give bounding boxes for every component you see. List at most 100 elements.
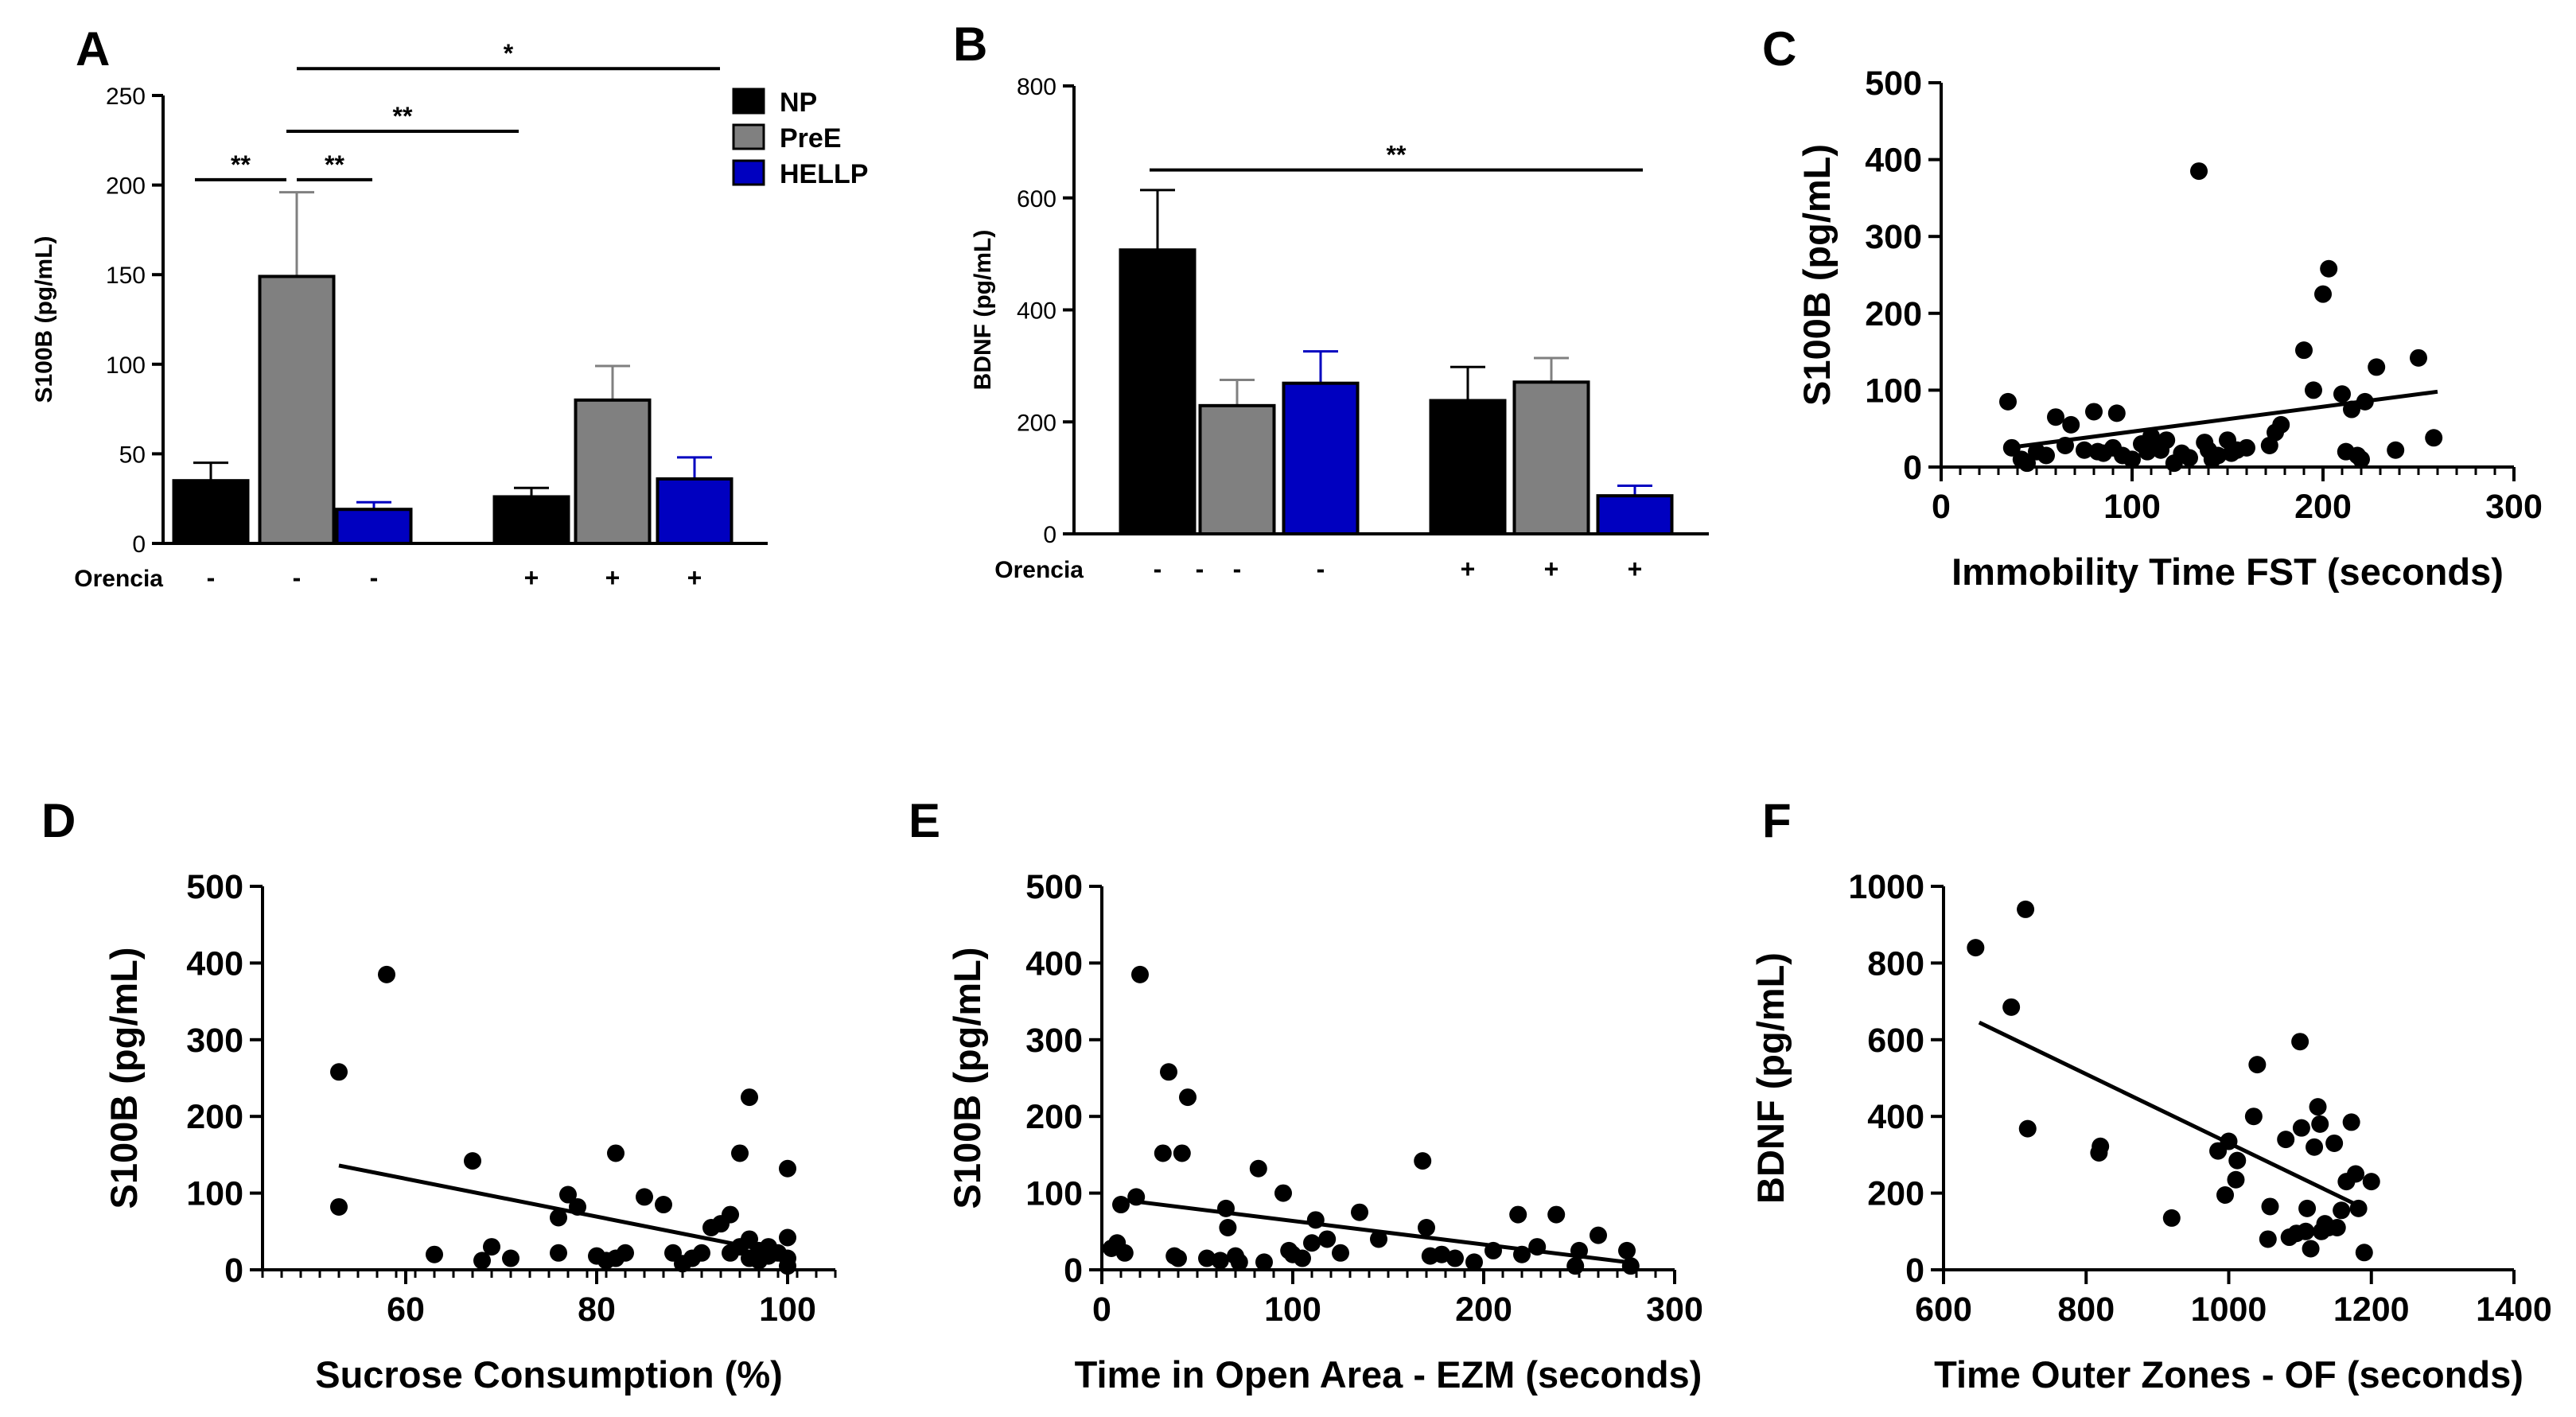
regression-line [1116,1197,1628,1264]
data-point [1446,1249,1464,1267]
data-point [731,1144,749,1162]
data-point [330,1063,348,1081]
y-tick-label: 100 [1865,372,1922,410]
y-tick-label: 400 [1865,142,1922,180]
data-point [1621,1257,1640,1275]
y-tick-label: 0 [1043,522,1056,548]
data-point [2311,1115,2329,1133]
y-tick-label: 300 [1865,218,1922,256]
orencia-mark: + [524,563,539,592]
legend-swatch [732,123,765,150]
data-point [2085,403,2103,421]
orencia-mark: - [1317,555,1325,583]
data-point [2295,341,2313,360]
legend-label: HELLP [780,159,868,189]
data-point [617,1244,634,1262]
significance-label: ** [325,150,344,179]
data-point [1154,1144,1172,1162]
data-point [2062,415,2080,434]
data-point [464,1152,481,1170]
orencia-mark: - [1154,555,1162,583]
y-tick-label: 250 [106,84,146,110]
data-point [1230,1253,1248,1271]
x-tick-label: 1200 [2333,1290,2410,1329]
data-point [2387,441,2405,459]
bar-pree-control [1198,403,1276,535]
bar-hellp-orencia [656,477,733,545]
y-tick-label: 100 [106,352,146,379]
y-tick-label: 400 [186,944,243,983]
data-point [2352,450,2370,469]
data-point [2076,441,2093,459]
y-tick-label: 0 [1064,1252,1083,1290]
data-point [779,1159,796,1178]
data-point [550,1209,567,1227]
orencia-mark: + [605,563,621,592]
orencia-row-label: Orencia [74,566,163,592]
y-axis-label: BDNF (pg/mL) [1749,952,1792,1204]
bar-hellp-control [1282,381,1360,535]
data-point [2260,436,2278,454]
data-point [779,1228,796,1247]
data-point [1465,1253,1483,1271]
data-point [636,1188,653,1206]
panel-e-s100b-vs-open-area-scatter: E 0 100 200 300 400 500 0 100 200 300 Time in Open … [909,794,1703,1396]
x-tick-label: 200 [1455,1290,1512,1329]
bar-np-control [1119,248,1197,535]
x-tick-label: 100 [1264,1290,1321,1329]
data-point [426,1245,443,1263]
data-point [2002,998,2021,1016]
y-tick-label: 500 [186,868,243,906]
y-tick-label: 100 [186,1175,243,1213]
panel-label: E [909,794,940,847]
data-point [1618,1241,1636,1259]
data-point [2017,900,2035,918]
bar-pree-orencia [574,398,652,545]
data-point [2227,1170,2245,1189]
data-point [1318,1230,1337,1248]
data-point [2018,454,2036,473]
x-tick-label: 60 [387,1290,425,1329]
orencia-mark: + [1544,555,1559,583]
bar-np-orencia [492,495,570,545]
data-point [741,1230,758,1248]
bar-hellp-control [335,508,413,545]
data-point [1967,939,1985,957]
data-point [2158,431,2176,450]
y-tick-label: 200 [106,173,146,200]
y-tick-label: 400 [1017,298,1056,325]
y-tick-label: 150 [106,263,146,289]
data-point [2244,1108,2263,1126]
data-point [1169,1249,1187,1267]
y-tick-label: 200 [1017,410,1056,436]
y-axis-label: S100B (pg/mL) [946,947,988,1209]
orencia-mark: + [1628,555,1643,583]
x-tick-label: 300 [2485,488,2543,526]
orencia-mark: + [1461,555,1476,583]
panel-d-s100b-vs-sucrose-scatter: D 0 100 200 300 400 500 60 80 100 Sucrose Consumpt… [41,794,837,1396]
y-tick-label: 300 [186,1022,243,1060]
y-tick-label: 0 [132,531,146,558]
data-point [1219,1218,1237,1236]
data-point [2261,1197,2279,1216]
data-point [779,1257,796,1275]
panel-label: B [953,18,987,71]
legend-label: PreE [780,123,842,154]
significance-label: * [504,39,514,68]
data-point [2047,408,2064,426]
panel-label: A [76,22,110,76]
data-point [2314,285,2332,303]
bar-np-orencia [1429,399,1507,535]
y-tick-label: 1000 [1848,868,1924,906]
data-point [2018,1119,2037,1138]
data-point [2162,1209,2181,1227]
data-point [2181,449,2198,467]
data-point [2333,385,2351,403]
data-point [550,1244,567,1262]
x-tick-label: 100 [759,1290,816,1329]
orencia-row-label: Orencia [994,557,1084,583]
orencia-mark: - [370,563,379,592]
y-tick-label: 400 [1867,1098,1924,1136]
data-point [1294,1249,1311,1267]
data-point [2328,1218,2346,1236]
